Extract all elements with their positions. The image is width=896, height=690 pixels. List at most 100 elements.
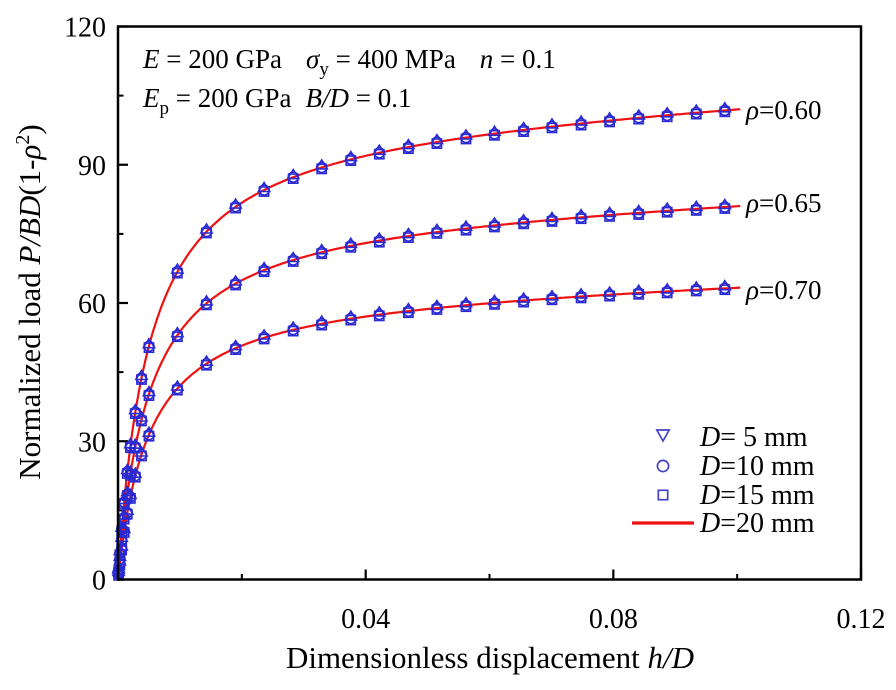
data-point-marker	[487, 124, 502, 141]
data-point-marker	[544, 210, 560, 227]
square-marker-icon	[258, 333, 270, 345]
data-point-marker	[487, 293, 502, 310]
data-point-marker	[401, 302, 416, 319]
data-point-marker	[717, 101, 732, 118]
data-point-marker	[544, 117, 560, 134]
square-marker-icon	[489, 221, 500, 233]
data-point-marker	[128, 403, 143, 420]
data-point-marker	[314, 243, 329, 260]
data-point-marker	[141, 385, 157, 402]
square-marker-icon	[633, 113, 645, 125]
data-point-marker	[689, 103, 704, 120]
square-marker-icon	[136, 415, 147, 427]
data-point-marker	[602, 285, 617, 302]
data-point-marker	[123, 487, 138, 504]
data-point-marker	[631, 283, 646, 300]
data-point-marker	[141, 337, 157, 354]
data-point-marker	[343, 236, 358, 253]
square-marker-icon	[316, 319, 328, 331]
square-marker-icon	[690, 285, 702, 297]
square-marker-icon	[489, 129, 500, 141]
square-marker-icon	[316, 163, 328, 175]
square-marker-icon	[633, 209, 645, 220]
data-point-marker	[343, 309, 358, 326]
x-tick-label: 0.08	[589, 604, 638, 635]
data-point-marker	[429, 133, 444, 149]
square-marker-icon	[460, 224, 472, 236]
y-axis-title: Normalized load P/BD(1-ρ2)	[12, 124, 47, 479]
square-marker-icon	[518, 218, 529, 230]
square-marker-icon	[136, 374, 147, 385]
square-marker-icon	[604, 290, 615, 302]
legend-label-d15: D=15 mm	[699, 480, 815, 511]
y-tick-label: 60	[78, 289, 106, 320]
square-marker-icon	[345, 314, 357, 326]
data-point-marker	[717, 279, 732, 296]
data-point-marker	[487, 216, 502, 233]
data-point-marker	[372, 305, 387, 322]
data-point-marker	[429, 222, 444, 239]
curve-label-rho-060: ρ=0.60	[745, 95, 821, 125]
curve-label-rho-070: ρ=0.70	[745, 275, 821, 305]
square-marker-icon	[114, 559, 126, 571]
data-point-marker	[574, 208, 589, 225]
y-tick-label: 120	[64, 13, 106, 44]
square-marker-icon	[661, 287, 673, 299]
square-marker-icon	[171, 384, 183, 396]
square-marker-icon	[546, 216, 558, 227]
square-marker-icon	[201, 227, 212, 239]
square-marker-icon	[118, 527, 130, 538]
square-marker-icon	[287, 325, 299, 337]
square-marker-icon	[518, 126, 529, 137]
square-marker-icon	[136, 450, 147, 462]
square-marker-icon	[201, 299, 212, 311]
data-point-marker	[689, 280, 704, 297]
square-marker-icon	[719, 284, 731, 296]
y-tick-label: 90	[78, 151, 106, 182]
data-point-marker	[257, 180, 272, 197]
square-marker-icon	[460, 301, 472, 313]
square-marker-icon	[575, 292, 587, 304]
data-point-marker	[228, 339, 243, 356]
square-marker-icon	[373, 310, 385, 322]
data-point-marker	[660, 282, 675, 299]
data-point-marker	[401, 138, 416, 154]
legend-label-d10: D=10 mm	[699, 451, 815, 482]
square-marker-icon	[345, 155, 357, 166]
data-point-marker	[516, 121, 531, 137]
legend-circle-icon	[656, 459, 670, 473]
square-marker-icon	[287, 173, 299, 184]
data-point-marker	[141, 425, 157, 442]
square-marker-icon	[143, 342, 155, 354]
annotation-line2: Ep = 200 GPa B/D = 0.1	[142, 83, 411, 119]
axis-tick-labels: 0.04 0.08 0.12 0 30 60 90 120	[64, 13, 886, 636]
square-marker-icon	[460, 133, 472, 145]
square-marker-icon	[690, 204, 702, 216]
data-point-marker	[631, 203, 646, 220]
square-marker-icon	[719, 106, 731, 118]
data-point-marker	[631, 108, 646, 125]
legend-line-square-icon	[657, 489, 669, 501]
square-marker-icon	[661, 206, 673, 218]
square-marker-icon	[258, 266, 270, 278]
data-point-marker	[314, 158, 329, 175]
data-point-marker	[602, 205, 617, 222]
square-marker-icon	[661, 111, 673, 123]
data-point-marker	[458, 219, 474, 236]
square-marker-icon	[316, 248, 328, 260]
legend-label-d20: D=20 mm	[699, 508, 815, 539]
x-axis-title: Dimensionless displacement h/D	[286, 640, 694, 675]
data-point-marker	[170, 262, 185, 279]
data-point-marker	[120, 503, 135, 520]
square-marker-icon	[402, 232, 414, 243]
square-marker-icon	[402, 307, 414, 319]
square-marker-icon	[431, 138, 443, 149]
data-point-marker	[199, 222, 214, 239]
square-marker-icon	[431, 304, 443, 315]
legend-triangle-icon	[655, 429, 671, 443]
data-point-marker	[602, 111, 617, 128]
data-point-marker	[134, 445, 149, 462]
square-marker-icon	[287, 256, 299, 267]
data-point-marker	[429, 298, 444, 315]
square-marker-icon	[546, 294, 558, 306]
